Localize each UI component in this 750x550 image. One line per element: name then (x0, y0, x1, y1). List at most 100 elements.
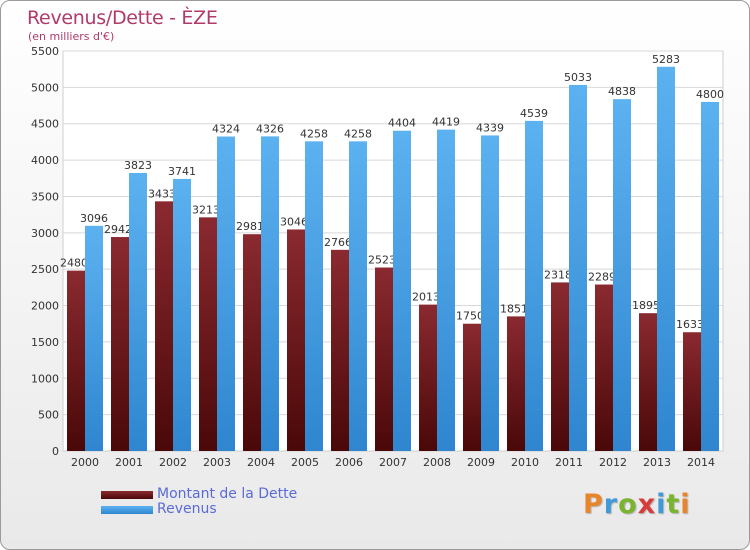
x-tick-label: 2002 (159, 456, 187, 469)
x-tick-label: 2006 (335, 456, 363, 469)
bar-revenus (393, 130, 411, 451)
x-tick-label: 2012 (599, 456, 627, 469)
y-tick-label: 4000 (31, 154, 59, 167)
y-tick-label: 3500 (31, 190, 59, 203)
bar-dette (155, 201, 173, 451)
bar-revenus (701, 101, 719, 451)
bar-dette (639, 313, 657, 451)
legend-label-dette: Montant de la Dette (157, 486, 298, 502)
bar-revenus (525, 120, 543, 452)
logo-letter: r (603, 489, 619, 520)
bar-dette (111, 237, 129, 451)
bar-dette (375, 267, 393, 451)
bar-revenus (261, 136, 279, 451)
data-label-dette: 2289 (588, 271, 616, 284)
x-tick-label: 2013 (643, 456, 671, 469)
data-label-revenus: 4258 (344, 127, 372, 140)
bar-revenus (173, 178, 191, 451)
y-tick-label: 2000 (31, 300, 59, 313)
bar-dette (419, 304, 437, 451)
data-label-revenus: 5033 (564, 71, 592, 84)
bar-dette (287, 229, 305, 451)
bar-revenus (349, 141, 367, 451)
data-label-revenus: 3741 (168, 165, 196, 178)
y-tick-label: 500 (38, 409, 59, 422)
legend-label-revenus: Revenus (157, 501, 217, 517)
data-label-dette: 2766 (324, 236, 352, 249)
bar-dette (683, 332, 701, 451)
bar-dette (463, 323, 481, 451)
data-label-dette: 2480 (60, 257, 88, 270)
data-label-dette: 3213 (192, 203, 220, 216)
data-label-dette: 2013 (412, 291, 440, 304)
chart-title: Revenus/Dette - ÈZE (27, 7, 218, 29)
bar-dette (243, 234, 261, 451)
data-label-revenus: 5283 (652, 53, 680, 66)
data-label-dette: 1851 (500, 302, 528, 315)
logo-letter: i (680, 489, 691, 520)
data-label-dette: 1895 (632, 299, 660, 312)
data-label-revenus: 4419 (432, 116, 460, 129)
y-tick-label: 2500 (31, 263, 59, 276)
bar-revenus (481, 135, 499, 451)
bar-revenus (437, 129, 455, 452)
bar-dette (551, 282, 569, 451)
data-label-revenus: 4404 (388, 117, 416, 130)
bar-dette (507, 316, 525, 451)
data-label-dette: 1750 (456, 310, 484, 323)
bar-dette (595, 284, 613, 451)
data-label-dette: 2318 (544, 268, 572, 281)
proxiti-logo: Proxiti (583, 489, 691, 520)
data-label-revenus: 4838 (608, 85, 636, 98)
bar-dette (199, 217, 217, 451)
bar-revenus (569, 84, 587, 452)
data-label-dette: 3046 (280, 215, 308, 228)
data-label-revenus: 4339 (476, 121, 504, 134)
data-label-dette: 2942 (104, 223, 132, 236)
x-tick-label: 2003 (203, 456, 231, 469)
data-label-dette: 2981 (236, 220, 264, 233)
x-tick-label: 2014 (687, 456, 715, 469)
x-tick-label: 2000 (71, 456, 99, 469)
data-label-dette: 1633 (676, 318, 704, 331)
x-tick-label: 2008 (423, 456, 451, 469)
bar-revenus (613, 99, 631, 452)
data-label-revenus: 4539 (520, 107, 548, 120)
y-tick-label: 0 (52, 445, 59, 458)
data-label-dette: 3433 (148, 187, 176, 200)
bar-revenus (305, 141, 323, 451)
data-label-revenus: 3823 (124, 159, 152, 172)
data-label-revenus: 4800 (696, 88, 724, 101)
logo-letter: t (666, 489, 681, 520)
x-tick-label: 2005 (291, 456, 319, 469)
x-tick-label: 2007 (379, 456, 407, 469)
bar-revenus (85, 225, 103, 451)
y-tick-label: 5500 (31, 45, 59, 58)
y-tick-label: 1000 (31, 372, 59, 385)
data-label-revenus: 4258 (300, 127, 328, 140)
bar-revenus (217, 136, 235, 451)
logo-letter: x (637, 489, 657, 520)
x-tick-label: 2001 (115, 456, 143, 469)
x-tick-label: 2011 (555, 456, 583, 469)
data-label-dette: 2523 (368, 254, 396, 267)
data-label-revenus: 3096 (80, 212, 108, 225)
bar-dette (67, 270, 85, 451)
legend-swatch-revenus (101, 506, 153, 514)
bar-chart: 0 500 1000 1500 2000 2500 3000 3500 4000 4500 5000… (31, 45, 724, 469)
x-tick-label: 2009 (467, 456, 495, 469)
y-tick-label: 4500 (31, 118, 59, 131)
y-tick-label: 5000 (31, 81, 59, 94)
logo-letter: P (583, 489, 604, 520)
y-tick-label: 1500 (31, 336, 59, 349)
bar-revenus (129, 172, 147, 452)
data-label-revenus: 4324 (212, 123, 240, 136)
chart-subtitle: (en milliers d'€) (28, 30, 115, 43)
y-tick-label: 3000 (31, 227, 59, 240)
x-tick-label: 2004 (247, 456, 275, 469)
logo-letter: o (618, 489, 638, 520)
data-label-revenus: 4326 (256, 122, 284, 135)
x-tick-label: 2010 (511, 456, 539, 469)
logo-letter: i (656, 489, 667, 520)
